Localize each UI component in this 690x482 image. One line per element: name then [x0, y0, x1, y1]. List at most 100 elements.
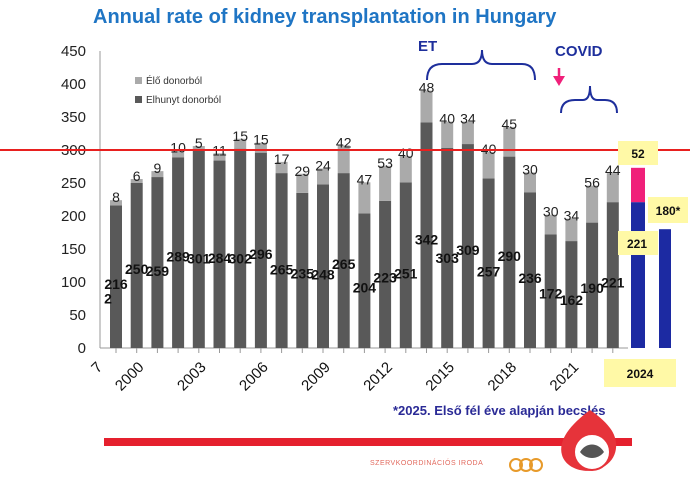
bar-deceased — [110, 205, 122, 348]
bar-deceased — [565, 241, 578, 348]
kidney-logo-icon — [561, 410, 617, 471]
label-box-living — [618, 141, 658, 165]
bar-label-deceased: 221 — [601, 274, 625, 290]
bar-label-deceased: 251 — [394, 265, 418, 281]
bar-living — [337, 145, 350, 174]
bar-label-deceased: 172 — [539, 286, 563, 302]
bar-deceased — [379, 200, 392, 348]
projection-bar-deceased-2024 — [631, 202, 645, 348]
bar-label-living: 15 — [232, 128, 248, 144]
et-annotation: ET — [418, 38, 536, 81]
bar-living — [110, 200, 122, 206]
bar-label-deceased: 265 — [270, 261, 294, 277]
bar-label-deceased: 236 — [518, 270, 542, 286]
bar-living — [151, 171, 164, 178]
bar-deceased — [254, 152, 267, 348]
bar-label-living: 24 — [315, 157, 331, 173]
x-tick-label: 2003 — [174, 359, 210, 395]
bar-living — [234, 138, 247, 149]
bar-label-living: 34 — [460, 111, 476, 127]
bar-label-living: 40 — [481, 141, 497, 157]
legend-label-deceased: Elhunyt donorból — [146, 95, 221, 106]
x-axis: 7 2000 2003 2006 2009 2012 2015 2018 2021 — [88, 347, 628, 395]
bar-label-living: 5 — [195, 135, 203, 151]
bar-label-living: 34 — [564, 208, 580, 224]
bar-label-living: 40 — [439, 111, 455, 127]
org-name: SZERVKOORDINÁCIÓS IRODA — [370, 458, 483, 467]
bar-label-living: 44 — [605, 162, 621, 178]
bar-living — [192, 146, 205, 150]
bar-living — [130, 179, 143, 183]
year-box-2024 — [604, 359, 676, 387]
bar-deceased — [586, 222, 599, 348]
bar-label-deceased: 216 — [104, 276, 128, 292]
x-tick-label: 2006 — [236, 359, 272, 395]
x-tick-label: 2015 — [422, 359, 458, 395]
bar-living — [461, 121, 474, 145]
bar-living — [420, 90, 433, 123]
covid-bracket — [560, 85, 618, 114]
y-tick-label: 150 — [61, 241, 86, 258]
legend-label-living: Élő donorból — [146, 74, 202, 87]
y-tick-label: 400 — [61, 76, 86, 93]
year-label-2024: 2024 — [627, 367, 654, 381]
et-bracket — [426, 49, 536, 81]
bar-living — [379, 165, 392, 201]
y-tick-label: 350 — [61, 109, 86, 126]
bar-label-deceased: 303 — [436, 250, 460, 266]
bar-living — [296, 173, 309, 193]
bar-living — [317, 168, 329, 185]
bar-deceased — [482, 178, 495, 348]
bar-deceased — [399, 182, 412, 348]
y-tick-label: 450 — [61, 43, 86, 60]
bar-living — [544, 214, 557, 235]
bar-deceased — [503, 156, 516, 348]
bar-living — [213, 153, 226, 161]
bar-label-living: 42 — [336, 134, 352, 150]
rings-logo-icon — [509, 458, 543, 472]
bar-label-living: 10 — [170, 140, 186, 156]
bar-label-deceased: 284 — [208, 250, 232, 266]
label-deceased-2024: 221 — [627, 237, 647, 251]
bar-deceased — [606, 202, 619, 348]
bar-living — [254, 142, 267, 153]
bar-label-living: 56 — [584, 175, 600, 191]
bar-deceased — [544, 234, 557, 348]
covid-label: COVID — [555, 43, 603, 60]
bar-deceased — [130, 183, 143, 348]
bar-living — [586, 185, 599, 223]
bar-living — [524, 172, 536, 193]
x-tick-label: 2012 — [360, 359, 396, 395]
x-tick-label: 2021 — [547, 359, 583, 395]
bar-label-deceased: 289 — [166, 248, 190, 264]
bar-living — [441, 121, 454, 149]
covid-arrow-icon — [553, 76, 565, 86]
bar-deceased — [441, 148, 454, 348]
bar-label-deceased: 204 — [353, 279, 377, 295]
footer-bar — [104, 438, 632, 446]
bar-label-deceased: 248 — [311, 266, 335, 282]
bar-label-living: 45 — [502, 116, 518, 132]
chart-title: Annual rate of kidney transplantation in… — [93, 6, 557, 28]
bar-label-deceased: 250 — [125, 261, 149, 277]
bar-living — [275, 161, 288, 174]
projection-2024: 52 221 180* 2024 — [604, 141, 688, 387]
bar-living — [565, 218, 578, 242]
bar-label-living: 6 — [133, 168, 141, 184]
projection-bar-living-2024 — [631, 167, 645, 203]
bar-label-deceased: 265 — [332, 256, 356, 272]
label-box-deceased — [618, 231, 658, 255]
x-tick-label: 2000 — [112, 359, 148, 395]
label-living-2024: 52 — [631, 147, 645, 161]
bar-label-deceased-partial: 2 — [104, 290, 112, 306]
y-tick-label: 50 — [69, 307, 86, 324]
bar-label-living: 48 — [419, 80, 435, 96]
legend: Élő donorból Elhunyt donorból — [135, 74, 221, 106]
bar-label-deceased: 257 — [477, 264, 501, 280]
bar-label-living: 40 — [398, 145, 414, 161]
bar-label-living: 30 — [522, 161, 538, 177]
bar-label-deceased: 259 — [146, 263, 170, 279]
bar-label-deceased: 301 — [187, 251, 211, 267]
